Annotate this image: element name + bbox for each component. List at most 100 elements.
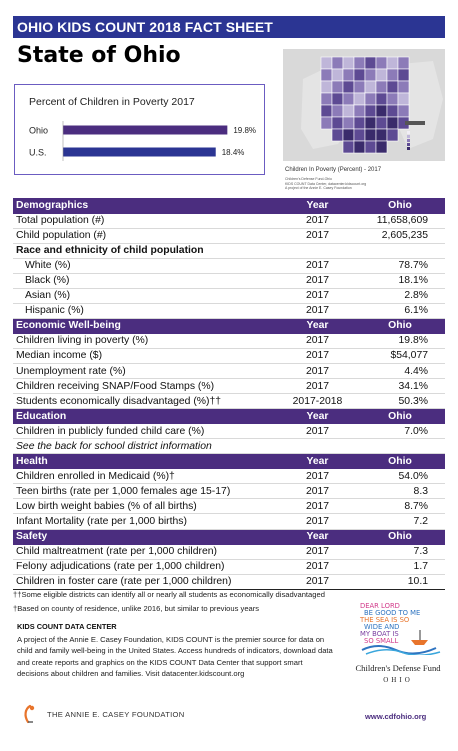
county-shape: [353, 80, 366, 94]
row-label: Teen births (rate per 1,000 females age …: [13, 483, 280, 500]
county-shape: [331, 68, 344, 82]
aecf-name: THE ANNIE E. CASEY FOUNDATION: [47, 710, 185, 719]
footnote-double-dagger: ††Some eligible districts can identify a…: [13, 590, 325, 599]
cdf-art-line: SO SMALL: [364, 637, 398, 645]
cdf-art-line: MY BOAT IS: [360, 630, 399, 638]
table-row: Unemployment rate (%) 2017 4.4%: [13, 363, 445, 380]
row-value: 18.1%: [355, 273, 445, 289]
ohio-county-map: [283, 49, 445, 161]
table-row: Median income ($) 2017 $54,077: [13, 348, 445, 365]
row-value: 7.0%: [355, 423, 445, 440]
legend-swatch: [407, 147, 410, 150]
table-row: Children enrolled in Medicaid (%)† 2017 54…: [13, 468, 445, 485]
row-label: Children receiving SNAP/Food Stamps (%): [13, 378, 280, 395]
legend-swatch: [407, 139, 410, 142]
section-title: Health: [13, 453, 280, 470]
row-label: Total population (#): [13, 213, 280, 229]
cdf-art-line: WIDE AND: [364, 623, 399, 631]
poverty-bar: [63, 125, 228, 135]
county-shape: [386, 128, 399, 142]
legend-swatch: [407, 143, 410, 146]
county-shape: [331, 116, 344, 130]
category-label: Ohio: [29, 126, 48, 136]
map-source: Children's Defense Fund-Ohio KIDS COUNT …: [285, 177, 395, 191]
county-shape: [375, 80, 388, 94]
table-row: Felony adjudications (rate per 1,000 chi…: [13, 559, 445, 575]
table-row: Children receiving SNAP/Food Stamps (%) 2…: [13, 378, 445, 395]
poverty-chart: Percent of Children in Poverty 2017 Ohio…: [14, 84, 265, 175]
row-year: 2017: [280, 483, 355, 500]
county-shape: [342, 116, 355, 130]
cdf-art-line: BE GOOD TO ME: [364, 609, 420, 617]
year-column-header: Year: [280, 408, 355, 425]
county-shape: [342, 56, 355, 70]
county-shape: [397, 92, 410, 106]
section-title: Economic Well-being: [13, 318, 280, 334]
county-shape: [364, 116, 377, 130]
county-shape: [364, 68, 377, 82]
row-value: [355, 243, 445, 259]
value-column-header: Ohio: [355, 453, 445, 470]
county-shape: [364, 80, 377, 94]
table-row: Asian (%) 2017 2.8%: [13, 288, 445, 304]
county-shape: [331, 104, 344, 118]
row-year: 2017: [280, 273, 355, 289]
county-shape: [353, 116, 366, 130]
county-shape: [353, 92, 366, 106]
row-value: 10.1: [355, 574, 445, 590]
county-shape: [397, 68, 410, 82]
row-label: Unemployment rate (%): [13, 363, 280, 380]
row-label: Hispanic (%): [13, 303, 280, 319]
county-shape: [320, 92, 333, 106]
row-year: 2017: [280, 213, 355, 229]
cdf-website-link[interactable]: www.cdfohio.org: [365, 712, 427, 721]
table-row: Children in publicly funded child care (…: [13, 423, 445, 440]
row-year: 2017: [280, 228, 355, 244]
row-year: 2017: [280, 348, 355, 365]
row-value: 1.7: [355, 559, 445, 575]
row-value: 8.7%: [355, 498, 445, 515]
county-shape: [397, 80, 410, 94]
table-row: Total population (#) 2017 11,658,609: [13, 213, 445, 229]
section-header: Health Year Ohio: [13, 453, 445, 470]
bar-value-label: 19.8%: [233, 126, 256, 135]
county-shape: [331, 128, 344, 142]
county-shape: [353, 104, 366, 118]
row-year: 2017: [280, 544, 355, 560]
row-value: 2.8%: [355, 288, 445, 304]
county-shape: [375, 116, 388, 130]
table-row: Children living in poverty (%) 2017 19.8%: [13, 333, 445, 349]
map-caption: Children In Poverty (Percent) - 2017: [285, 167, 382, 173]
row-value: 50.3%: [355, 393, 445, 410]
row-value: 2,605,235: [355, 228, 445, 244]
value-column-header: Ohio: [355, 529, 445, 545]
row-label: Felony adjudications (rate per 1,000 chi…: [13, 559, 280, 575]
row-year: 2017: [280, 513, 355, 530]
row-year: 2017: [280, 363, 355, 380]
value-column-header: Ohio: [355, 408, 445, 425]
footnote-dagger: †Based on county of residence, unlike 20…: [13, 604, 260, 613]
row-label: White (%): [13, 258, 280, 274]
poverty-bar-chart-svg: Ohio 19.8% U.S. 18.4%: [29, 121, 256, 161]
row-label: Students economically disadvantaged (%)†…: [13, 393, 280, 410]
row-value: 7.2: [355, 513, 445, 530]
table-row: White (%) 2017 78.7%: [13, 258, 445, 274]
county-shape: [375, 140, 388, 154]
row-value: 6.1%: [355, 303, 445, 319]
row-label: Children in publicly funded child care (…: [13, 423, 280, 440]
county-shape: [364, 56, 377, 70]
row-value: 8.3: [355, 483, 445, 500]
row-year: 2017: [280, 288, 355, 304]
table-row: Low birth weight babies (% of all births…: [13, 498, 445, 515]
county-shape: [386, 80, 399, 94]
county-shape: [342, 68, 355, 82]
cdf-state: OHIO: [383, 676, 413, 684]
ohio-map-svg: [283, 49, 445, 161]
map-legend: [407, 131, 410, 150]
row-value: 78.7%: [355, 258, 445, 274]
aecf-logo-icon: [24, 704, 35, 724]
county-shape: [331, 56, 344, 70]
category-label: U.S.: [29, 148, 47, 158]
cdf-art-line: DEAR LORD: [360, 602, 400, 610]
row-label: Asian (%): [13, 288, 280, 304]
